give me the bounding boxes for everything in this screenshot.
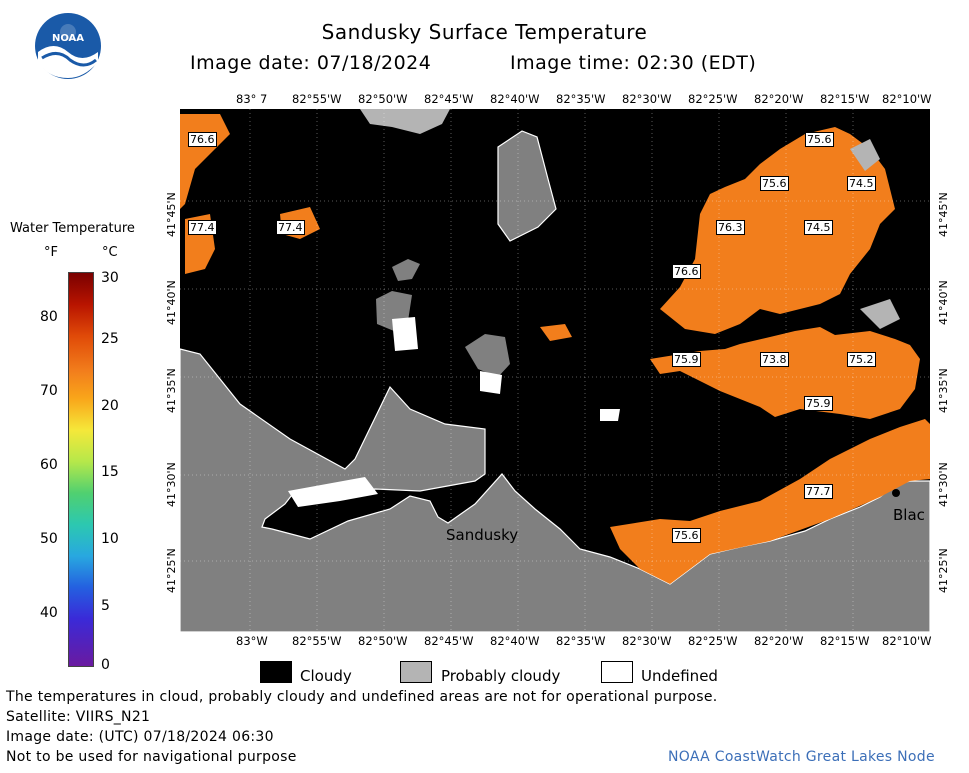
noaa-logo: NOAA	[34, 12, 102, 80]
legend-undefined-swatch	[601, 661, 633, 683]
lon-top-tick: 82°45'W	[424, 92, 474, 106]
lon-top-tick: 82°35'W	[556, 92, 606, 106]
lat-tick-right: 41°35'N	[937, 368, 950, 413]
lon-bottom-tick: 82°15'W	[820, 634, 870, 648]
temp-label: 77.7	[804, 484, 833, 499]
f-tick-60: 60	[40, 457, 58, 473]
lat-tick-left: 41°30'N	[165, 462, 178, 507]
c-tick-20: 20	[101, 398, 119, 414]
undefined-3	[480, 371, 502, 394]
c-tick-25: 25	[101, 331, 119, 347]
colorbar	[68, 272, 94, 667]
temp-label: 75.6	[805, 132, 834, 147]
logo-text: NOAA	[51, 33, 85, 44]
lat-tick-right: 41°45'N	[937, 192, 950, 237]
lon-bottom-tick: 82°50'W	[358, 634, 408, 648]
warm-water-ne	[660, 127, 895, 334]
lon-bottom-tick: 82°25'W	[688, 634, 738, 648]
lon-top-tick: 82°20'W	[754, 92, 804, 106]
lon-bottom-tick: 82°35'W	[556, 634, 606, 648]
island-2	[465, 334, 510, 377]
temp-label: 75.9	[672, 352, 701, 367]
temp-label: 73.8	[760, 352, 789, 367]
kelleys-island	[497, 130, 557, 242]
image-time: Image time: 02:30 (EDT)	[510, 52, 757, 74]
f-tick-70: 70	[40, 383, 58, 399]
lon-bottom-tick: 82°45'W	[424, 634, 474, 648]
temp-label: 76.6	[672, 264, 701, 279]
lon-top-tick: 82°50'W	[358, 92, 408, 106]
c-tick-0: 0	[101, 657, 110, 673]
unit-f: °F	[44, 245, 58, 260]
lat-tick-left: 41°45'N	[165, 192, 178, 237]
c-tick-10: 10	[101, 531, 119, 547]
c-tick-5: 5	[101, 598, 110, 614]
utc-date-text: Image date: (UTC) 07/18/2024 06:30	[6, 729, 274, 745]
c-tick-30: 30	[101, 270, 119, 286]
lat-tick-right: 41°40'N	[937, 280, 950, 325]
legend-probably-cloudy-swatch	[400, 661, 432, 683]
lat-tick-left: 41°25'N	[165, 548, 178, 593]
temp-label: 74.5	[847, 176, 876, 191]
lat-tick-right: 41°25'N	[937, 548, 950, 593]
lon-bottom-tick: 82°55'W	[292, 634, 342, 648]
unit-c: °C	[102, 245, 118, 260]
lon-top-tick: 82°30'W	[622, 92, 672, 106]
temp-label: 76.6	[188, 132, 217, 147]
c-tick-15: 15	[101, 464, 119, 480]
probably-cloudy-ne	[850, 139, 880, 171]
f-tick-50: 50	[40, 531, 58, 547]
map-title: Sandusky Surface Temperature	[321, 20, 648, 44]
image-date: Image date: 07/18/2024	[190, 52, 432, 74]
temp-label: 75.2	[847, 352, 876, 367]
temp-label: 75.6	[672, 528, 701, 543]
nav-warning-text: Not to be used for navigational purpose	[6, 749, 297, 765]
island-4	[392, 259, 420, 281]
place-label-black-river: Blac	[893, 506, 925, 524]
lat-tick-left: 41°40'N	[165, 280, 178, 325]
legend-undefined-label: Undefined	[641, 667, 718, 685]
lon-top-tick: 83° 7	[236, 92, 268, 106]
colorbar-title: Water Temperature	[10, 221, 135, 236]
noaa-logo-icon	[35, 13, 101, 79]
probably-cloudy-top	[360, 109, 450, 134]
f-tick-40: 40	[40, 605, 58, 621]
temp-label: 76.3	[716, 220, 745, 235]
map-svg	[180, 109, 930, 632]
temp-label: 77.4	[276, 220, 305, 235]
undefined-2	[392, 317, 418, 351]
temp-label: 75.6	[760, 176, 789, 191]
warm-water-e	[650, 327, 920, 419]
lon-bottom-tick: 82°20'W	[754, 634, 804, 648]
lat-tick-right: 41°30'N	[937, 462, 950, 507]
lon-bottom-tick: 83°W	[236, 634, 268, 648]
map-area[interactable]: 76.6 77.4 77.4 75.6 75.6 74.5 76.3 74.5 …	[180, 109, 930, 632]
place-label-sandusky: Sandusky	[446, 526, 519, 544]
lon-bottom-tick: 82°40'W	[490, 634, 540, 648]
city-marker	[892, 489, 900, 497]
disclaimer-text: The temperatures in cloud, probably clou…	[6, 689, 718, 705]
undefined-1	[288, 477, 378, 507]
probably-cloudy-e	[860, 299, 900, 329]
lon-top-tick: 82°40'W	[490, 92, 540, 106]
legend-cloudy-swatch	[260, 661, 292, 683]
temp-label: 74.5	[804, 220, 833, 235]
legend-cloudy-label: Cloudy	[300, 667, 352, 685]
temp-label: 75.9	[804, 396, 833, 411]
graticule	[180, 109, 930, 632]
lon-top-tick: 82°55'W	[292, 92, 342, 106]
f-tick-80: 80	[40, 309, 58, 325]
warm-water-mid	[540, 324, 572, 341]
legend-probably-cloudy-label: Probably cloudy	[441, 667, 561, 685]
lon-top-tick: 82°10'W	[882, 92, 932, 106]
lat-tick-left: 41°35'N	[165, 368, 178, 413]
lon-bottom-tick: 82°10'W	[882, 634, 932, 648]
credit-link[interactable]: NOAA CoastWatch Great Lakes Node	[668, 749, 935, 765]
lon-top-tick: 82°15'W	[820, 92, 870, 106]
temp-label: 77.4	[188, 220, 217, 235]
lon-bottom-tick: 82°30'W	[622, 634, 672, 648]
undefined-4	[600, 409, 620, 421]
satellite-text: Satellite: VIIRS_N21	[6, 709, 151, 725]
lon-top-tick: 82°25'W	[688, 92, 738, 106]
